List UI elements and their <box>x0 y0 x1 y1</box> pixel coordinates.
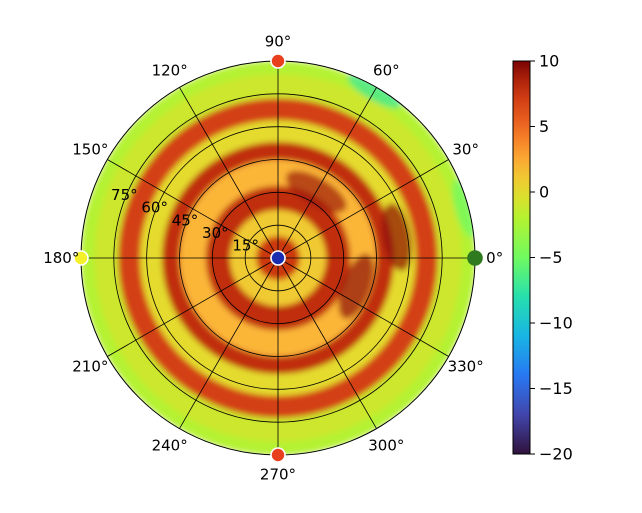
heatmap-dark-lobe <box>338 254 374 319</box>
angular-gridline <box>277 87 377 259</box>
colorbar-gradient <box>512 60 531 455</box>
angular-tick-label: 60° <box>373 61 400 79</box>
radial-tick-label: 30° <box>202 224 229 242</box>
colorbar-tick-label: 10 <box>539 52 559 71</box>
colorbar-tick-label: −15 <box>539 379 573 398</box>
radial-tick-label: 60° <box>141 199 168 217</box>
angular-gridline <box>277 257 377 429</box>
marker-layer <box>73 53 483 463</box>
colorbar-tick-label: 5 <box>539 117 549 136</box>
marker-point <box>270 250 286 266</box>
angular-tick-label: 300° <box>368 437 404 455</box>
angular-gridline <box>277 257 449 357</box>
marker-point <box>73 250 89 266</box>
radial-tick-label: 45° <box>172 211 199 229</box>
colorbar-ticks: 10 5 0 −5 −10 −15 −20 <box>530 52 573 464</box>
colorbar-tick-label: −5 <box>539 248 563 267</box>
angular-tick-label: 270° <box>260 466 296 484</box>
angular-tick-label: 0° <box>486 249 503 267</box>
angular-tick-label: 240° <box>152 437 188 455</box>
angular-tick-label: 120° <box>152 61 188 79</box>
angular-gridline <box>179 257 279 429</box>
angular-tick-label: 330° <box>448 357 484 375</box>
colorbar: 10 5 0 −5 −10 −15 −20 <box>512 52 573 464</box>
angular-gridline <box>107 159 279 259</box>
radial-tick-label: 15° <box>232 236 259 254</box>
angular-tick-label: 180° <box>43 249 79 267</box>
marker-point <box>467 250 483 266</box>
radial-tick-label: 75° <box>111 186 138 204</box>
angular-tick-label: 210° <box>72 357 108 375</box>
marker-point <box>270 53 286 69</box>
colorbar-tick-label: −20 <box>539 445 573 464</box>
angular-tick-label: 90° <box>265 32 292 50</box>
angular-tick-label: 30° <box>452 141 479 159</box>
angular-tick-label: 150° <box>72 141 108 159</box>
angular-gridline <box>107 257 279 357</box>
colorbar-tick-label: 0 <box>539 183 549 202</box>
angular-gridline <box>277 159 449 259</box>
marker-point <box>270 447 286 463</box>
angular-tick-labels: 0° 30° 60° 90° 120° 150° 180° 210° 240° 270° 300° 3… <box>43 32 503 483</box>
angular-gridline <box>179 87 279 259</box>
radial-tick-labels: 15°30°45°60°75° <box>111 186 259 254</box>
colorbar-tick-label: −10 <box>539 314 573 333</box>
heatmap-edge-shift <box>452 179 475 238</box>
